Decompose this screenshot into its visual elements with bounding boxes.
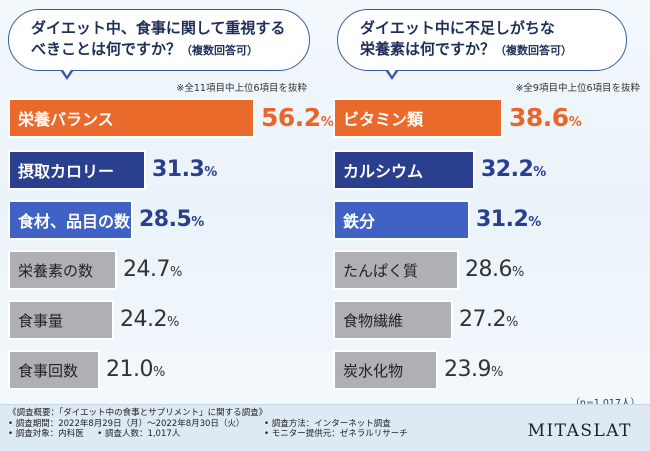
right-bar-6: 炭水化物 [333,350,438,390]
survey-respondents: • 調査人数：1,017人 [97,429,181,439]
right-bar-2: カルシウム [333,150,475,190]
left-value-number-2: 31.3 [152,157,205,182]
left-question-line2: べきことは何ですか？ [31,40,182,58]
right-value-number-4: 28.6 [465,257,512,282]
left-value-label-4: 24.7% [123,250,182,290]
right-value-percent-4: % [511,265,524,280]
left-bar-2: 摂取カロリー [8,150,146,190]
survey-summary: 《調査概要：「ダイエット中の食事とサプリメント」に関する調査》 • 調査期間：2… [8,408,484,440]
left-bubble-tail [60,68,74,80]
right-value-percent-5: % [505,315,518,330]
right-question-bubble: ダイエット中に不足しがちな 栄養素は何ですか？（複数回答可） [337,9,627,71]
right-bar-3: 鉄分 [333,200,470,240]
left-bar-label-1: 栄養バランス [18,110,114,129]
right-value-percent-1: % [568,115,582,130]
right-value-percent-6: % [490,365,503,380]
right-value-percent-2: % [533,165,546,180]
right-value-number-5: 27.2 [459,307,506,332]
left-value-number-1: 56.2 [261,103,321,132]
left-value-percent-1: % [320,115,334,130]
survey-provider: • モニター提供元：ゼネラルリサーチ [264,429,408,439]
right-value-number-3: 31.2 [476,207,529,232]
left-bar-5: 食事量 [8,300,114,340]
left-value-number-4: 24.7 [123,257,170,282]
left-value-number-6: 21.0 [106,357,153,382]
left-value-label-2: 31.3% [152,150,217,190]
right-note: ※全9項目中上位6項目を抜粋 [515,83,640,94]
left-value-label-6: 21.0% [106,350,165,390]
left-value-percent-6: % [152,365,165,380]
survey-period: • 調査期間：2022年8月29日（月）～2022年8月30日（火） [8,418,245,429]
left-bar-4: 栄養素の数 [8,250,117,290]
right-bar-label-4: たんぱく質 [343,261,419,280]
left-value-label-5: 24.2% [120,300,179,340]
right-question-line2: 栄養素は何ですか？ [360,40,496,58]
left-question-bubble: ダイエット中、食事に関して重視する べきことは何ですか？（複数回答可） [8,9,310,71]
left-bar-label-4: 栄養素の数 [18,261,94,280]
left-value-number-3: 28.5 [139,207,192,232]
left-bar-6: 食事回数 [8,350,100,390]
footer: 《調査概要：「ダイエット中の食事とサプリメント」に関する調査》 • 調査期間：2… [0,404,650,451]
right-value-number-1: 38.6 [509,103,569,132]
survey-title: 《調査概要：「ダイエット中の食事とサプリメント」に関する調査》 [8,408,268,418]
right-value-percent-3: % [528,215,541,230]
survey-target: • 調査対象：内科医 [8,429,84,439]
left-value-percent-2: % [204,165,217,180]
right-value-number-6: 23.9 [444,357,491,382]
left-bar-label-6: 食事回数 [18,361,79,380]
right-chart-panel: ダイエット中に不足しがちな 栄養素は何ですか？（複数回答可） ※全9項目中上位6… [325,0,650,400]
right-bar-label-5: 食物繊維 [343,311,404,330]
left-note: ※全11項目中上位6項目を抜粋 [176,83,307,94]
right-value-label-2: 32.2% [481,150,546,190]
left-chart-panel: ダイエット中、食事に関して重視する べきことは何ですか？（複数回答可） ※全11… [0,0,334,400]
right-question-sub: （複数回答可） [495,44,573,57]
right-value-label-6: 23.9% [444,350,503,390]
left-value-percent-3: % [191,215,204,230]
left-bar-1: 栄養バランス [8,98,255,138]
left-bar-label-3: 食材、品目の数 [18,212,131,231]
right-value-label-1: 38.6% [509,98,582,138]
survey-method: • 調査方法：インターネット調査 [264,418,391,429]
brand-logo: MITASLAT [527,421,632,441]
right-bar-1: ビタミン類 [333,98,503,138]
left-bar-3: 食材、品目の数 [8,200,133,240]
left-value-number-5: 24.2 [120,307,167,332]
left-bar-label-2: 摂取カロリー [18,162,115,181]
sample-size: （n=1,017人） [570,395,640,409]
left-bar-label-5: 食事量 [18,311,64,330]
right-bar-label-3: 鉄分 [343,212,376,231]
left-value-label-1: 56.2% [261,98,334,138]
left-question-sub: （複数回答可） [181,44,259,57]
right-value-label-3: 31.2% [476,200,541,240]
right-bubble-tail [385,68,399,80]
left-value-label-3: 28.5% [139,200,204,240]
right-value-number-2: 32.2 [481,157,534,182]
right-bar-4: たんぱく質 [333,250,459,290]
right-value-label-4: 28.6% [465,250,524,290]
right-bar-label-1: ビタミン類 [343,110,424,129]
right-value-label-5: 27.2% [459,300,518,340]
right-bar-label-6: 炭水化物 [343,361,404,380]
right-bar-label-2: カルシウム [343,162,424,181]
left-value-percent-5: % [166,315,179,330]
left-value-percent-4: % [169,265,182,280]
right-bar-5: 食物繊維 [333,300,453,340]
left-question-line1: ダイエット中、食事に関して重視する [31,19,286,37]
right-question-line1: ダイエット中に不足しがちな [360,19,555,37]
